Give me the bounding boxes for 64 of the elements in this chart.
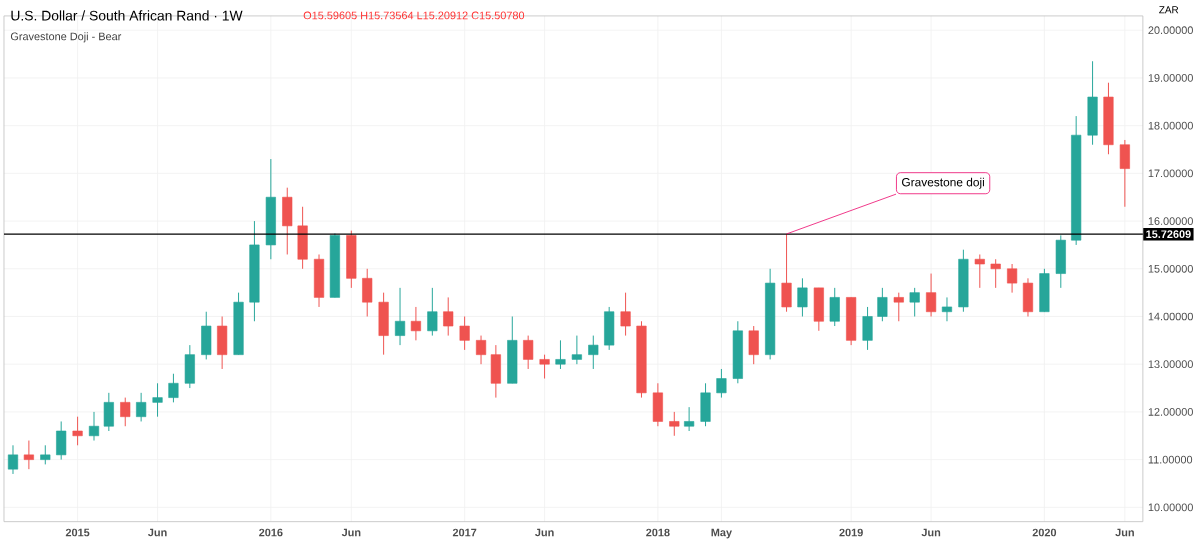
candlestick	[217, 316, 228, 370]
candlestick	[941, 297, 953, 322]
candlestick	[282, 187, 293, 256]
candlestick	[410, 306, 421, 342]
candlestick	[990, 258, 1001, 289]
candlestick	[168, 373, 179, 404]
candlestick	[443, 297, 454, 337]
candlestick	[974, 254, 985, 289]
candlestick	[1055, 235, 1066, 289]
candlestick	[781, 233, 792, 313]
candlestick	[523, 335, 534, 370]
candlestick	[136, 392, 147, 423]
candlestick	[604, 306, 615, 351]
candlestick	[732, 320, 743, 385]
candlestick	[1007, 263, 1018, 294]
candlestick	[716, 368, 727, 399]
candlestick	[23, 440, 34, 470]
candlestick	[748, 325, 759, 365]
candlestick	[152, 383, 163, 418]
candlestick	[362, 268, 373, 318]
candlestick	[120, 397, 131, 427]
candlestick	[700, 383, 711, 427]
candlestick	[1039, 268, 1050, 313]
candlestick	[1119, 139, 1130, 208]
candlestick	[893, 292, 904, 322]
candlestick	[103, 392, 114, 432]
candlestick	[40, 445, 51, 466]
candlestick	[56, 421, 67, 461]
candlestick	[313, 254, 325, 308]
candlestick	[555, 340, 566, 370]
candlestick	[588, 335, 599, 370]
candlestick	[297, 206, 308, 270]
candlestick	[1087, 60, 1098, 146]
candlestick	[669, 411, 680, 437]
candlestick	[88, 411, 100, 442]
candlestick	[7, 445, 19, 475]
candlestick	[684, 406, 695, 432]
candlestick	[72, 416, 83, 447]
candlestick	[201, 311, 212, 361]
candlestick	[926, 273, 937, 318]
candlestick	[184, 344, 195, 389]
candlestick	[909, 287, 920, 318]
candlestick	[877, 287, 888, 322]
candlestick	[507, 316, 518, 385]
candlestick	[571, 335, 582, 365]
candlestick	[1103, 82, 1114, 155]
candlestick	[265, 158, 276, 260]
candlestick	[829, 287, 840, 327]
candlestick	[958, 249, 969, 313]
candlestick	[346, 230, 357, 289]
candlestick	[813, 287, 824, 332]
candlestick	[490, 344, 501, 399]
candlestick	[846, 297, 857, 346]
candlestick	[459, 316, 470, 351]
candlestick	[394, 287, 406, 346]
candlestick	[539, 354, 550, 380]
candlestick	[652, 383, 663, 427]
candlestick	[1022, 278, 1034, 318]
candlestick	[620, 292, 631, 337]
candlestick	[862, 306, 873, 351]
candlestick	[378, 292, 389, 356]
candlestick	[475, 335, 487, 365]
candlestick	[427, 287, 438, 337]
candlestick	[797, 278, 808, 318]
